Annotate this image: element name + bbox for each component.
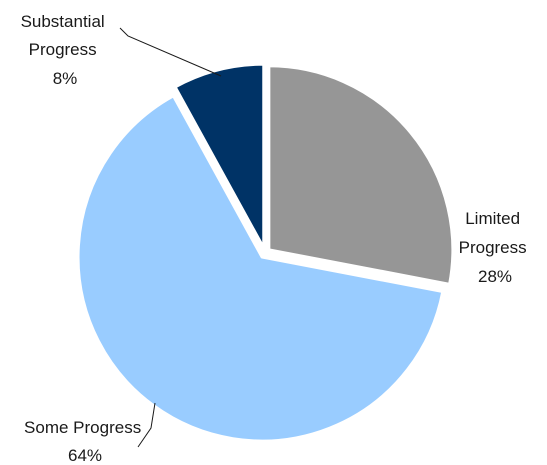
label-line: Limited [465,209,520,228]
data-label-limited-progress: Limited Progress 28% [459,209,532,286]
data-label-some-progress: Some Progress 64% [24,418,146,465]
leader-line-some-progress [137,402,156,448]
label-line: Substantial [21,12,105,31]
pie-slice-limited-progress [267,64,455,286]
value-label: 8% [53,69,78,88]
pie-slice-substantial-progress [173,62,266,250]
pie-slices [76,62,455,443]
data-labels: Limited Progress 28% Some Progress 64% S… [21,12,532,465]
value-label: 64% [68,446,102,465]
data-label-substantial-progress: Substantial Progress 8% [21,12,110,88]
label-line: Some Progress [24,418,141,437]
leader-line-substantial-progress [119,27,222,77]
leader-lines [119,27,222,448]
label-line: Progress [29,40,97,59]
pie-slice-some-progress [76,94,445,443]
value-label: 28% [478,267,512,286]
label-line: Progress [459,238,527,257]
